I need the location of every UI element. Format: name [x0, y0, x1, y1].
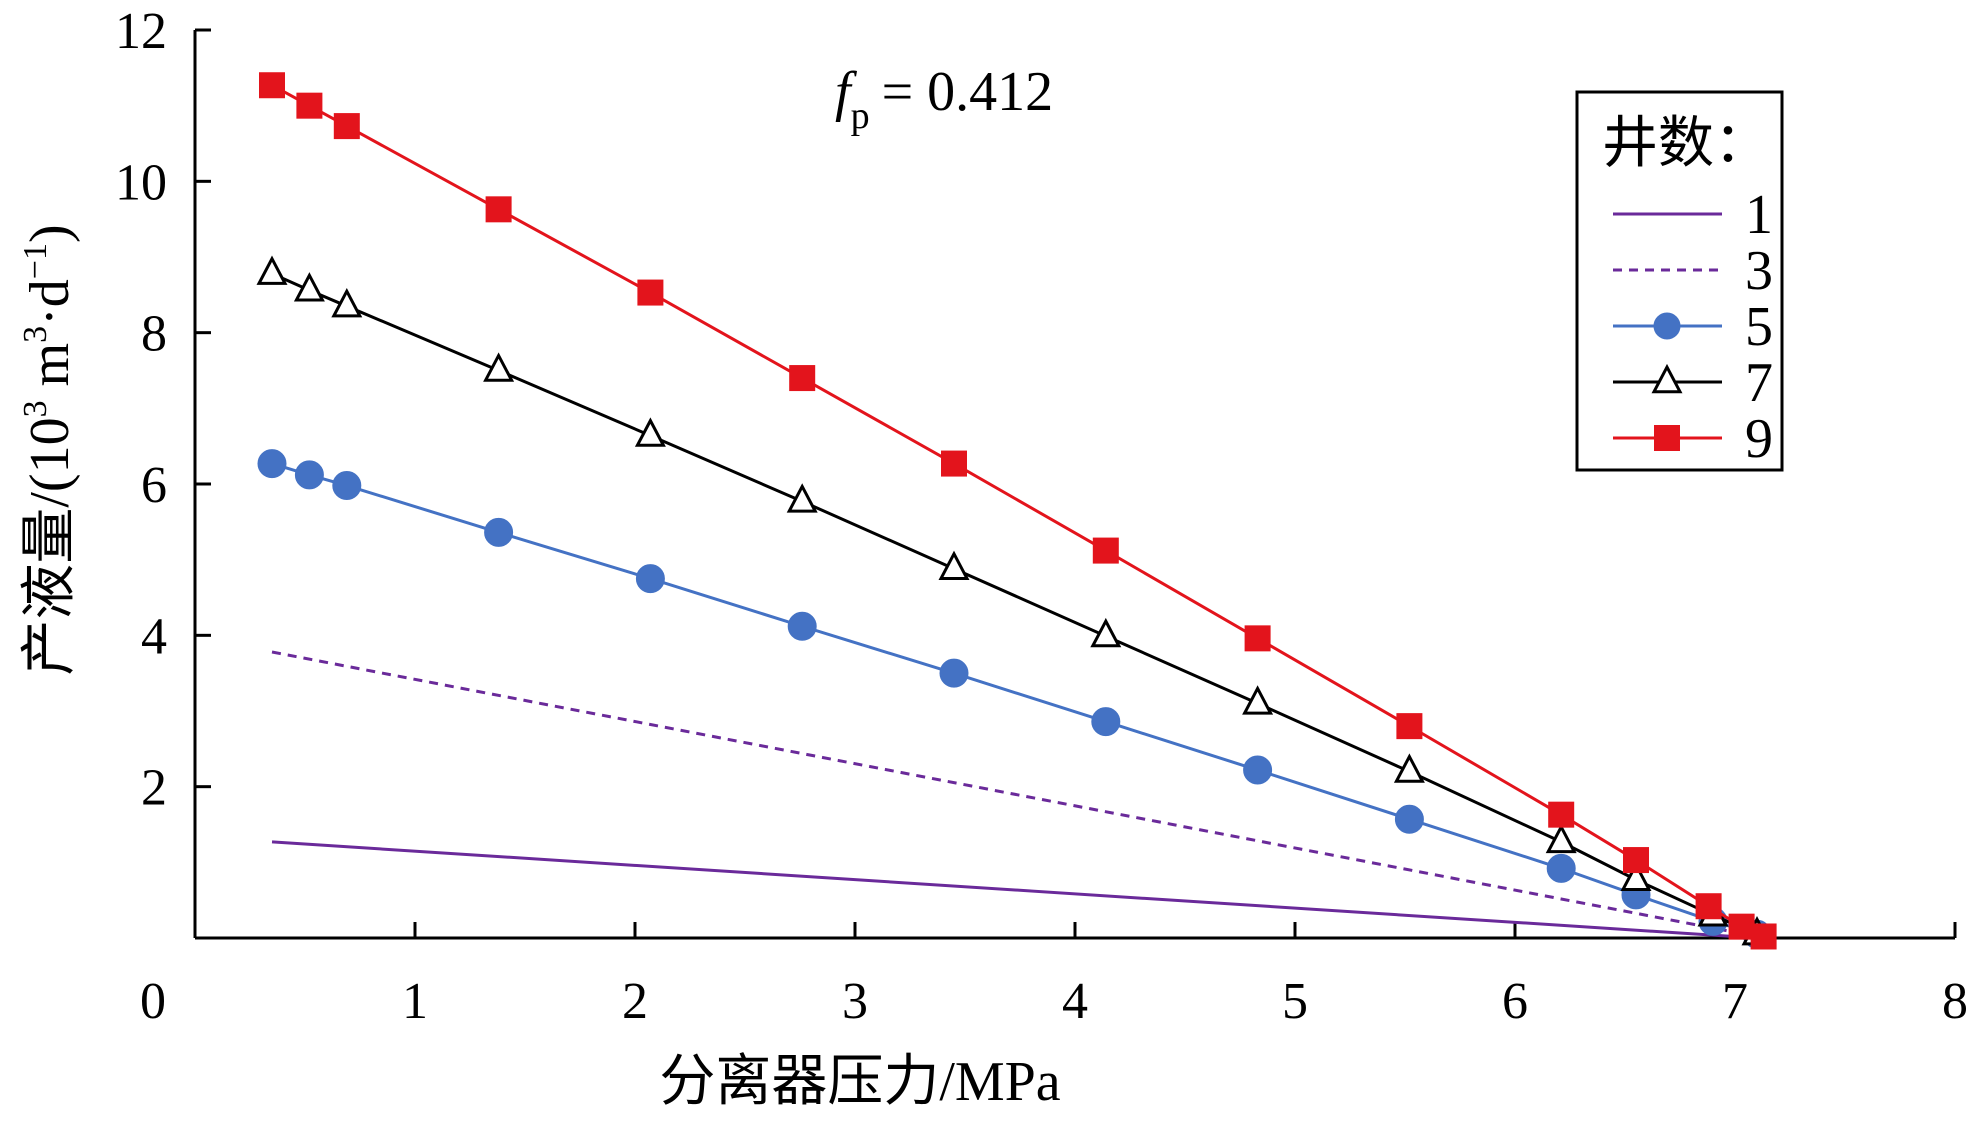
data-point	[1623, 847, 1649, 873]
data-point	[788, 612, 816, 640]
y-tick-label: 6	[141, 457, 167, 514]
legend-marker	[1654, 313, 1680, 339]
series-3	[272, 652, 1757, 937]
y-axis-title-close: )	[19, 224, 81, 243]
legend-label: 3	[1745, 240, 1773, 302]
legend-title: 井数：	[1602, 113, 1770, 175]
data-point	[1547, 854, 1575, 882]
data-point	[486, 196, 512, 222]
series-layer	[258, 72, 1777, 949]
x-tick-label: 7	[1722, 973, 1748, 1030]
legend-label: 5	[1745, 296, 1773, 358]
x-tick-label: 1	[402, 973, 428, 1030]
y-axis-title-tail: ·d	[19, 279, 81, 326]
series-line-1	[272, 842, 1757, 938]
y-tick-label: 4	[141, 608, 167, 665]
y-tick-label: 8	[141, 306, 167, 363]
data-point	[636, 565, 664, 593]
data-point	[1396, 713, 1422, 739]
legend-label: 9	[1745, 408, 1773, 470]
data-point	[258, 450, 286, 478]
y-axis-title-mid: m	[19, 343, 81, 401]
x-tick-label: 4	[1062, 973, 1088, 1030]
y-axis-title-sup2: 3	[17, 326, 54, 343]
data-point	[1696, 893, 1722, 919]
y-axis-title-sup3: −1	[17, 243, 54, 279]
data-point	[259, 259, 285, 284]
data-point	[1093, 538, 1119, 564]
x-tick-label: 6	[1502, 973, 1528, 1030]
data-point	[259, 72, 285, 98]
x-tick-label: 2	[622, 973, 648, 1030]
x-tick-label: 8	[1942, 973, 1968, 1030]
legend-marker	[1654, 425, 1680, 451]
data-point	[941, 451, 967, 477]
data-point	[1244, 756, 1272, 784]
x-axis-title: 分离器压力/MPa	[659, 1051, 1060, 1113]
data-point	[1245, 625, 1271, 651]
x-tick-label: 0	[140, 973, 166, 1030]
data-point	[485, 518, 513, 546]
series-1	[272, 842, 1757, 938]
data-point	[637, 280, 663, 306]
y-axis-title: 产液量/(103 m3·d−1)	[17, 224, 81, 675]
series-9	[259, 72, 1777, 949]
chart-canvas: 0 1 2 3 4 5 6 7 824681012 fp = 0.412 分离器压力/MPa 产液…	[0, 0, 1971, 1125]
legend-label: 1	[1745, 184, 1773, 246]
series-5	[258, 450, 1771, 949]
series-line-3	[272, 652, 1757, 937]
annotation-subscript: p	[851, 95, 870, 137]
y-tick-label: 2	[141, 760, 167, 817]
annotation-value: = 0.412	[882, 61, 1054, 123]
data-point	[1548, 802, 1574, 828]
data-point	[295, 461, 323, 489]
data-point	[940, 659, 968, 687]
data-point	[1092, 708, 1120, 736]
data-point	[334, 113, 360, 139]
y-axis-title-sup1: 3	[17, 400, 54, 417]
data-point	[1395, 805, 1423, 833]
data-point	[296, 93, 322, 119]
x-tick-label: 3	[842, 973, 868, 1030]
x-tick-label: 5	[1282, 973, 1308, 1030]
y-tick-label: 10	[115, 154, 167, 211]
data-point	[1751, 923, 1777, 949]
y-axis-title-main: 产液量/(10	[19, 417, 81, 675]
data-point	[789, 365, 815, 391]
annotation-fp: fp = 0.412	[835, 61, 1053, 137]
series-7	[259, 259, 1770, 944]
legend-label: 7	[1745, 352, 1773, 414]
y-tick-label: 12	[115, 3, 167, 60]
data-point	[333, 472, 361, 500]
